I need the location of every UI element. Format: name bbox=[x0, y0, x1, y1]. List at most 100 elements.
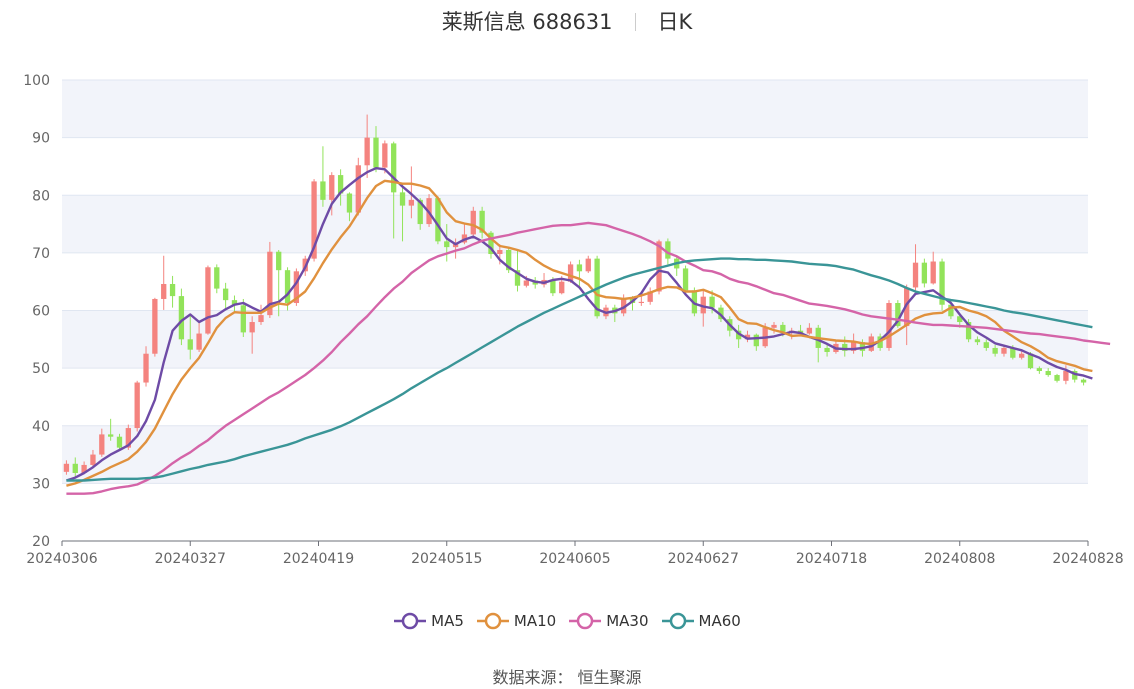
candle-body bbox=[585, 258, 591, 272]
candle bbox=[541, 273, 547, 288]
candle bbox=[107, 418, 114, 441]
grid-band bbox=[62, 310, 1088, 369]
candle bbox=[169, 275, 176, 308]
candle bbox=[143, 346, 149, 387]
line-ma30 bbox=[66, 221, 1111, 495]
candle-body bbox=[506, 249, 512, 271]
candle bbox=[585, 255, 591, 274]
candle-body bbox=[63, 463, 70, 472]
legend-item-ma5[interactable]: MA5 bbox=[393, 612, 464, 630]
legend-line-circle-icon bbox=[476, 612, 509, 630]
y-axis: 20 30 40 50 60 70 80 90 100 bbox=[23, 73, 50, 550]
candle-body bbox=[444, 241, 450, 248]
y-tick-label: 100 bbox=[23, 73, 50, 89]
candle-body bbox=[514, 270, 521, 286]
candle bbox=[249, 316, 255, 354]
candle-body bbox=[1063, 371, 1069, 381]
candle-body bbox=[399, 192, 406, 206]
candle bbox=[1001, 345, 1007, 357]
candle-body bbox=[391, 143, 397, 193]
candle-body bbox=[143, 353, 149, 383]
y-tick-label: 60 bbox=[32, 304, 50, 320]
candle bbox=[850, 333, 857, 354]
candle-body bbox=[576, 264, 583, 272]
candle-body bbox=[355, 165, 361, 213]
candle-body bbox=[647, 291, 653, 302]
candle bbox=[806, 323, 813, 335]
candle-body bbox=[329, 175, 335, 200]
candle-body bbox=[559, 281, 565, 294]
candle bbox=[1054, 373, 1060, 383]
legend-item-ma10[interactable]: MA10 bbox=[476, 612, 556, 630]
candle-body bbox=[638, 301, 644, 304]
candle-body bbox=[1045, 371, 1051, 376]
candle bbox=[682, 265, 689, 294]
candle-body bbox=[1027, 353, 1034, 369]
candle-body bbox=[665, 241, 671, 259]
legend-label: MA5 bbox=[431, 612, 464, 630]
candle-body bbox=[373, 137, 379, 168]
source-note: 数据来源： 恒生聚源 bbox=[492, 668, 642, 687]
candle bbox=[408, 166, 415, 219]
candle-body bbox=[293, 271, 300, 304]
candle-body bbox=[222, 288, 229, 301]
candle-body bbox=[72, 463, 78, 474]
y-tick-label: 50 bbox=[32, 361, 50, 377]
ma-lines bbox=[66, 167, 1111, 495]
candle-body bbox=[682, 268, 689, 291]
candle-body bbox=[187, 339, 193, 350]
candle-body bbox=[488, 232, 494, 255]
legend-line-circle-icon bbox=[661, 612, 694, 630]
candle-body bbox=[886, 303, 892, 348]
candle-body bbox=[479, 210, 485, 233]
candle bbox=[90, 449, 96, 468]
legend-line-circle-icon bbox=[569, 612, 602, 630]
x-tick-label: 20240808 bbox=[924, 551, 995, 567]
candle bbox=[700, 290, 706, 327]
candle-body bbox=[1019, 353, 1025, 358]
legend-item-ma30[interactable]: MA30 bbox=[568, 612, 649, 630]
candle-body bbox=[780, 324, 786, 332]
y-tick-label: 30 bbox=[32, 476, 50, 492]
legend: MA5 MA10 MA30 MA60 bbox=[0, 612, 1134, 630]
candle bbox=[514, 249, 521, 292]
legend-item-ma60[interactable]: MA60 bbox=[661, 612, 741, 630]
candle-body bbox=[417, 199, 423, 225]
candle-body bbox=[744, 334, 751, 340]
candle-body bbox=[895, 303, 901, 327]
candle bbox=[744, 330, 751, 343]
candle bbox=[355, 157, 361, 216]
stock-name: 莱斯信息 688631 bbox=[441, 10, 613, 34]
candle bbox=[1019, 350, 1025, 360]
grid-band bbox=[62, 425, 1088, 484]
candle-body bbox=[859, 342, 866, 351]
candle-body bbox=[116, 436, 123, 448]
candle bbox=[72, 457, 78, 477]
candle-body bbox=[178, 296, 185, 340]
period-label: 日K bbox=[657, 10, 693, 34]
candle-body bbox=[842, 343, 848, 351]
candle-body bbox=[161, 283, 167, 299]
candle-body bbox=[691, 290, 698, 314]
candle-body bbox=[523, 280, 530, 286]
candle bbox=[1045, 368, 1051, 377]
candle-body bbox=[983, 342, 989, 348]
candle bbox=[391, 141, 397, 239]
candle-body bbox=[939, 261, 945, 305]
legend-label: MA30 bbox=[606, 612, 649, 630]
candle-body bbox=[965, 322, 972, 340]
candle-body bbox=[231, 300, 238, 306]
candle-body bbox=[196, 333, 202, 350]
candle bbox=[329, 172, 335, 216]
candle-body bbox=[107, 434, 114, 437]
candle bbox=[240, 298, 246, 338]
candle-body bbox=[240, 305, 246, 333]
x-tick-label: 20240828 bbox=[1052, 551, 1123, 567]
candle-body bbox=[435, 198, 441, 242]
candle-body bbox=[214, 267, 220, 289]
candle bbox=[116, 433, 123, 450]
candle-body bbox=[249, 322, 255, 333]
x-tick-label: 20240605 bbox=[539, 551, 610, 567]
candle-body bbox=[753, 334, 759, 347]
x-axis: 20240306 20240327 20240419 20240515 20240605… bbox=[26, 540, 1124, 567]
